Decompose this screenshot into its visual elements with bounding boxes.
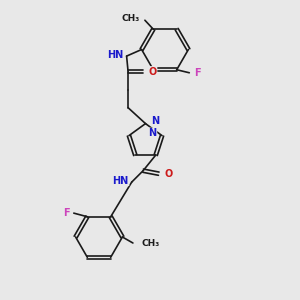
Text: F: F xyxy=(194,68,200,78)
Text: N: N xyxy=(148,128,157,138)
Text: CH₃: CH₃ xyxy=(121,14,140,23)
Text: HN: HN xyxy=(107,50,123,60)
Text: F: F xyxy=(63,208,69,218)
Text: O: O xyxy=(164,169,172,179)
Text: HN: HN xyxy=(112,176,129,186)
Text: O: O xyxy=(148,67,157,77)
Text: CH₃: CH₃ xyxy=(141,238,160,247)
Text: N: N xyxy=(151,116,159,126)
